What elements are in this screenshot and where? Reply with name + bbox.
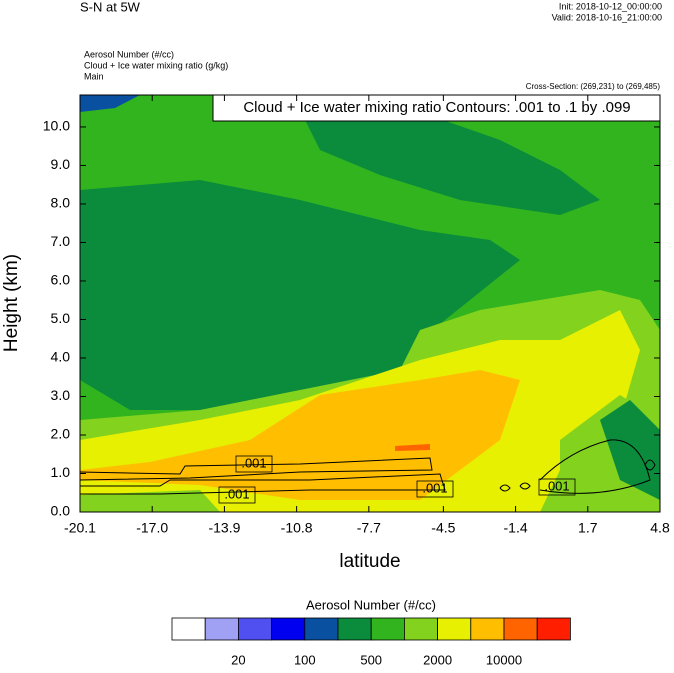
colorbar-box bbox=[237, 617, 272, 641]
x-tick-label: -7.7 bbox=[357, 520, 381, 536]
contour-label-box bbox=[218, 486, 256, 504]
y-tick-label: 1.0 bbox=[51, 464, 71, 480]
colorbar-label: 500 bbox=[360, 652, 382, 667]
x-tick-label: -17.0 bbox=[136, 520, 168, 536]
colorbar-label: 20 bbox=[231, 652, 245, 667]
contour-field bbox=[80, 95, 660, 512]
colorbar-label: 10000 bbox=[486, 652, 522, 667]
colorbar-box bbox=[536, 617, 571, 641]
colorbar-box bbox=[503, 617, 538, 641]
y-tick-label: 3.0 bbox=[51, 387, 71, 403]
contour-lines bbox=[79, 439, 656, 495]
colorbar-box bbox=[470, 617, 505, 641]
y-tick-label: 7.0 bbox=[51, 233, 71, 249]
y-tick-label: 2.0 bbox=[51, 426, 71, 442]
colorbar-title: Aerosol Number (#/cc) bbox=[306, 597, 436, 612]
y-tick-label: 9.0 bbox=[51, 156, 71, 172]
colorbar-box bbox=[304, 617, 339, 641]
y-tick-label: 10.0 bbox=[43, 118, 70, 134]
contour-label: .001 bbox=[224, 486, 249, 501]
contour-label: .001 bbox=[544, 478, 569, 493]
field-label: Aerosol Number (#/cc) bbox=[84, 49, 174, 59]
colorbar-box bbox=[171, 617, 206, 641]
contour-label-box bbox=[235, 455, 273, 473]
y-axis-label: Height (km) bbox=[1, 254, 22, 352]
x-tick-label: -10.8 bbox=[281, 520, 313, 536]
x-axis-label: latitude bbox=[339, 551, 400, 572]
x-tick-label: -4.5 bbox=[431, 520, 455, 536]
x-tick-label: 4.8 bbox=[650, 520, 670, 536]
contour-info-box bbox=[212, 94, 661, 122]
field-label: Main bbox=[84, 71, 104, 81]
colorbar-box bbox=[370, 617, 405, 641]
cross-section: Cross-Section: (269,231) to (269,485) bbox=[526, 82, 661, 91]
colorbar-box bbox=[437, 617, 472, 641]
colorbar-label: 100 bbox=[294, 652, 316, 667]
init-label: Init: 2018-10-12_00:00:00 bbox=[559, 1, 662, 11]
colorbar-label: 2000 bbox=[423, 652, 452, 667]
colorbar-box bbox=[337, 617, 372, 641]
y-tick-label: 5.0 bbox=[51, 310, 71, 326]
x-tick-label: -13.9 bbox=[208, 520, 240, 536]
colorbar-box bbox=[271, 617, 306, 641]
y-tick-label: 6.0 bbox=[51, 272, 71, 288]
contour-label: .001 bbox=[422, 480, 447, 495]
y-tick-label: 8.0 bbox=[51, 195, 71, 211]
x-tick-label: 1.7 bbox=[578, 520, 598, 536]
contour-label-box bbox=[416, 480, 454, 498]
colorbar-box bbox=[204, 617, 239, 641]
x-tick-label: -1.4 bbox=[504, 520, 528, 536]
contour-info: Cloud + Ice water mixing ratio Contours:… bbox=[243, 99, 630, 116]
chart-title: S-N at 5W bbox=[80, 0, 141, 14]
y-tick-label: 4.0 bbox=[51, 349, 71, 365]
field-label: Cloud + Ice water mixing ratio (g/kg) bbox=[84, 60, 228, 70]
colorbar-box bbox=[403, 617, 438, 641]
valid-label: Valid: 2018-10-16_21:00:00 bbox=[552, 12, 662, 22]
x-tick-label: -20.1 bbox=[64, 520, 96, 536]
y-tick-label: 0.0 bbox=[51, 503, 71, 519]
contour-label: .001 bbox=[241, 455, 266, 470]
contour-label-box bbox=[538, 478, 576, 496]
